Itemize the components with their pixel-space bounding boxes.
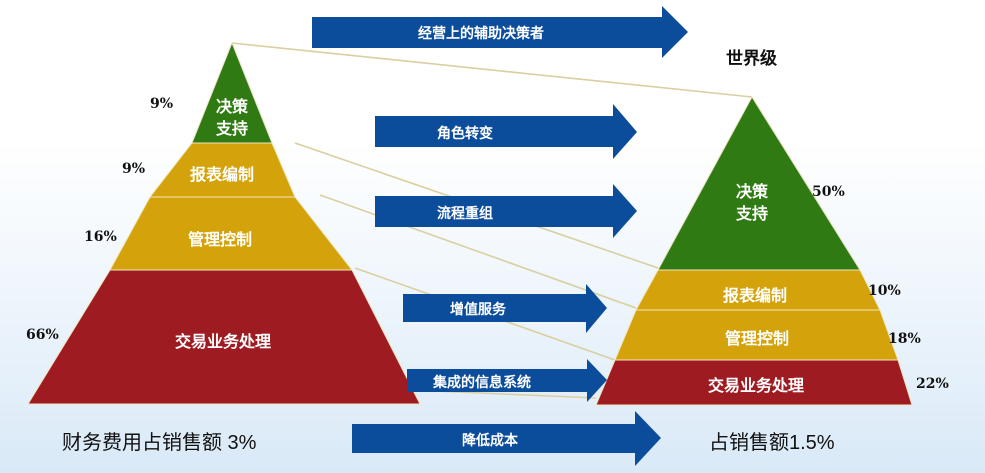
left-reporting-label: 报表编制 <box>189 165 254 184</box>
connector-line <box>231 42 753 98</box>
right-decision-percent: 50% <box>812 184 845 200</box>
left-decision-line1: 决策 <box>215 97 248 116</box>
right-transaction-label: 交易业务处理 <box>707 376 804 395</box>
arrow-role-change <box>375 104 637 159</box>
left-decision-label: 决策 支持 <box>202 96 262 140</box>
arrow-label-integrated-info: 集成的信息系统 <box>433 375 531 391</box>
right-reporting-percent: 10% <box>868 283 901 299</box>
arrows <box>312 6 688 466</box>
arrow-label-process: 流程重组 <box>437 206 493 222</box>
arrow-decision-helper <box>312 6 688 58</box>
right-decision-line1: 决策 <box>735 182 768 201</box>
left-decision-percent: 9% <box>150 96 174 112</box>
arrow-cost-reduction <box>352 411 661 466</box>
arrow-label-cost-reduction: 降低成本 <box>462 433 518 449</box>
right-transaction-percent: 22% <box>916 376 949 392</box>
connector-lines <box>231 42 753 399</box>
right-reporting-label: 报表编制 <box>722 286 787 305</box>
right-decision-line2: 支持 <box>735 204 768 223</box>
left-pyramid <box>27 41 421 405</box>
left-transaction-percent: 66% <box>26 327 59 343</box>
world-class-label: 世界级 <box>726 49 777 69</box>
left-decision-line2: 支持 <box>215 119 248 138</box>
right-management-percent: 18% <box>888 331 921 347</box>
left-level-transaction <box>27 269 421 405</box>
left-reporting-percent: 9% <box>122 161 146 177</box>
arrow-label-role-change: 角色转变 <box>437 126 493 142</box>
right-caption: 占销售额1.5% <box>709 432 835 454</box>
right-management-label: 管理控制 <box>724 329 789 348</box>
connector-line <box>319 194 637 309</box>
left-transaction-label: 交易业务处理 <box>174 332 271 351</box>
arrow-label-decision-helper: 经营上的辅助决策者 <box>418 26 544 42</box>
arrow-process <box>375 184 637 238</box>
arrow-integrated-info <box>407 359 607 402</box>
arrow-label-value-added: 增值服务 <box>450 302 506 318</box>
right-level-transaction <box>595 359 913 406</box>
arrow-value-added <box>403 284 607 333</box>
left-caption: 财务费用占销售额 3% <box>62 432 257 454</box>
left-management-label: 管理控制 <box>187 230 252 249</box>
right-decision-label: 决策 支持 <box>720 181 784 225</box>
left-management-percent: 16% <box>84 229 117 245</box>
right-pyramid <box>595 96 913 406</box>
